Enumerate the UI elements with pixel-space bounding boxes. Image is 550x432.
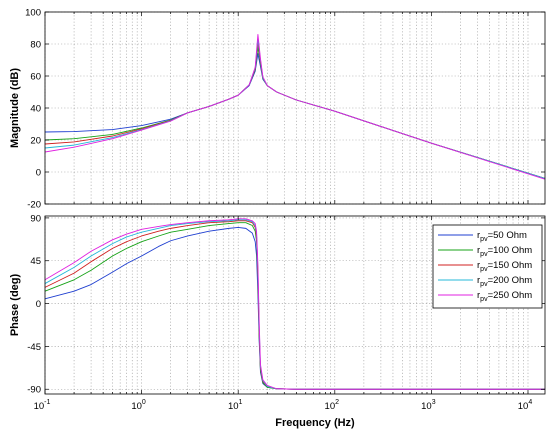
x-tick-label: 101	[228, 399, 243, 412]
series-line-5	[44, 218, 545, 390]
series-lines	[44, 33, 546, 180]
legend-label-3: rpv=150 Ohm	[477, 260, 532, 273]
legend-label-2: rpv=100 Ohm	[477, 245, 532, 258]
y-axis-label: Magnitude (dB)	[9, 68, 21, 148]
y-tick-label: 100	[25, 8, 41, 19]
y-tick-label: 0	[36, 168, 41, 179]
y-tick-label: 60	[30, 72, 41, 83]
series-line-2	[44, 222, 545, 390]
grid-lines	[44, 216, 545, 394]
tick-marks	[44, 216, 545, 394]
legend-label-1: rpv=50 Ohm	[477, 230, 527, 243]
grid-lines	[44, 11, 545, 205]
x-tick-label: 102	[325, 399, 340, 412]
series-lines	[44, 218, 545, 390]
y-tick-label: 40	[30, 104, 41, 115]
series-line-4	[44, 219, 545, 390]
phase-axes: -90 -45 0 45 90 Phase (deg) 10-1 100 101 102 103 10…	[9, 213, 546, 429]
series-line-5	[44, 33, 546, 180]
series-line-3	[44, 220, 545, 390]
y-tick-label: -20	[27, 200, 41, 211]
legend-label-5: rpv=250 Ohm	[477, 290, 532, 303]
x-tick-label: 100	[131, 399, 146, 412]
magnitude-axes: -20 0 20 40 60 80 100 Magnitude (dB)	[9, 8, 546, 211]
x-tick-label: 104	[518, 399, 533, 412]
axes-frame	[44, 215, 546, 395]
y-tick-label: -45	[27, 342, 41, 353]
legend-label-4: rpv=200 Ohm	[477, 275, 532, 288]
legend-box	[432, 224, 543, 309]
tick-marks	[44, 11, 545, 205]
legend: rpv=50 Ohm rpv=100 Ohm rpv=150 Ohm rpv=200 …	[432, 224, 543, 309]
y-tick-label: 80	[30, 40, 41, 51]
y-tick-label: -90	[27, 385, 41, 396]
y-tick-label: 45	[30, 256, 41, 267]
x-tick-label: 103	[421, 399, 436, 412]
y-tick-label: 20	[30, 136, 41, 147]
y-axis-label: Phase (deg)	[9, 273, 21, 336]
x-tick-label: 10-1	[34, 399, 51, 412]
y-tick-label: 0	[36, 299, 41, 310]
x-axis-label: Frequency (Hz)	[275, 417, 355, 429]
series-line-1	[44, 226, 545, 390]
y-tick-label: 90	[30, 213, 41, 224]
